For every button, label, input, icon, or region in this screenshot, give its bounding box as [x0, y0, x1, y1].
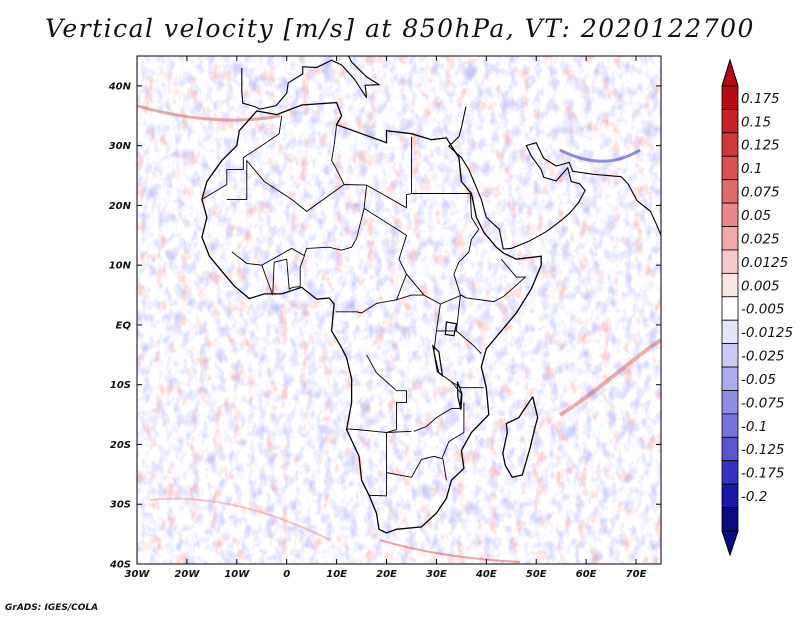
- colorbar-label: 0.025: [741, 231, 780, 247]
- lon-tick-label: 0: [283, 569, 290, 580]
- colorbar-label: 0.0125: [741, 255, 788, 271]
- country-border: [441, 402, 465, 458]
- colorbar-label: -0.2: [741, 489, 767, 505]
- lake-outline: [431, 344, 444, 378]
- colorbar-segment: [721, 179, 739, 204]
- country-border: [231, 185, 368, 266]
- country-border: [436, 295, 461, 332]
- colorbar-segment: [721, 272, 739, 298]
- lon-tick-label: 30E: [426, 569, 447, 580]
- colorbar-segment: [721, 296, 739, 321]
- country-border: [261, 254, 306, 296]
- lat-tick-label: 40S: [109, 560, 131, 571]
- africa-coastline: [201, 101, 542, 534]
- colorbar-label: 0.005: [741, 278, 780, 294]
- country-border: [396, 294, 424, 301]
- colorbar-segment: [721, 460, 739, 485]
- axis-ticks: 30W 20W 10W 0 10E 20E 30E 40E 50E 60E 70E 40N 30N 20N…: [108, 56, 661, 580]
- europe-coastline: [241, 56, 381, 110]
- colorbar-label: -0.1: [741, 419, 767, 435]
- colorbar-segment: [721, 85, 739, 110]
- colorbar-segment: [721, 132, 739, 157]
- madagascar-coastline: [502, 396, 539, 479]
- colorbar-segment: [721, 507, 739, 532]
- country-border: [331, 124, 345, 185]
- country-border: [456, 330, 482, 354]
- lake-outline: [444, 321, 458, 337]
- colorbar-label: 0.05: [741, 208, 771, 224]
- credit-label: GrADS: IGES/COLA: [5, 603, 99, 613]
- lat-tick-label: 30S: [110, 500, 131, 511]
- colorbar-min-arrow: [721, 530, 739, 557]
- colorbar-label: 0.1: [741, 161, 762, 177]
- colorbar-segment: [721, 249, 739, 274]
- lat-tick-label: 30N: [109, 141, 132, 152]
- lon-tick-label: 30W: [125, 569, 151, 580]
- colorbar-label: -0.075: [741, 395, 785, 411]
- middle-east-coastline: [448, 106, 661, 250]
- country-border: [453, 193, 480, 299]
- chart-title: Vertical velocity [m/s] at 850hPa, VT: 2…: [45, 14, 755, 43]
- lat-tick-label: EQ: [116, 320, 132, 331]
- colorbar-label: -0.05: [741, 372, 776, 388]
- colorbar-segment: [721, 413, 739, 438]
- colorbar-label: -0.175: [741, 466, 785, 482]
- colorbar-segment: [721, 390, 739, 415]
- country-border: [451, 381, 484, 389]
- colorbar-max-arrow: [721, 58, 739, 87]
- colorbar-label: 0.125: [741, 138, 780, 154]
- colorbar-segment: [721, 202, 739, 227]
- lake-outline: [456, 381, 463, 410]
- country-border: [346, 428, 412, 433]
- lat-tick-label: 10S: [110, 380, 131, 391]
- colorbar-segment: [721, 319, 739, 345]
- country-border: [226, 159, 471, 212]
- plot-frame: [136, 55, 662, 565]
- lon-tick-label: 10E: [326, 569, 347, 580]
- lon-tick-label: 10W: [224, 569, 250, 580]
- colorbar-segment: [721, 343, 739, 368]
- lon-tick-label: 40E: [475, 569, 497, 580]
- vertical-velocity-field: [137, 56, 661, 564]
- lat-tick-label: 20N: [109, 201, 132, 212]
- colorbar-segment: [721, 366, 739, 391]
- colorbar-label: -0.0125: [741, 325, 793, 341]
- lat-tick-label: 20S: [110, 440, 131, 451]
- colorbar-label: -0.125: [741, 442, 785, 458]
- lon-tick-label: 60E: [576, 569, 597, 580]
- lon-tick-label: 50E: [526, 569, 547, 580]
- colorbar-segment: [721, 483, 739, 508]
- colorbar-label: 0.075: [741, 185, 780, 201]
- lat-tick-label: 40N: [108, 81, 132, 92]
- lat-tick-label: 10N: [109, 261, 132, 272]
- colorbar-segment: [721, 109, 739, 134]
- lon-tick-label: 70E: [626, 569, 647, 580]
- country-border: [201, 115, 283, 200]
- colorbar-label: 0.15: [741, 114, 771, 130]
- lon-tick-label: 20W: [174, 569, 200, 580]
- colorbar-label: -0.005: [741, 302, 785, 318]
- colorbar-segment: [721, 436, 739, 462]
- lon-tick-label: 20E: [376, 569, 397, 580]
- colorbar-segment: [721, 155, 739, 181]
- country-border: [369, 472, 387, 497]
- colorbar-label: -0.025: [741, 349, 785, 365]
- colorbar-segment: [721, 226, 739, 251]
- colorbar: 0.175 0.15 0.125 0.1 0.075 0.05 0.025 0.0125 0.0…: [721, 58, 793, 557]
- colorbar-label: 0.175: [741, 91, 780, 107]
- coastlines-and-borders: [201, 56, 661, 534]
